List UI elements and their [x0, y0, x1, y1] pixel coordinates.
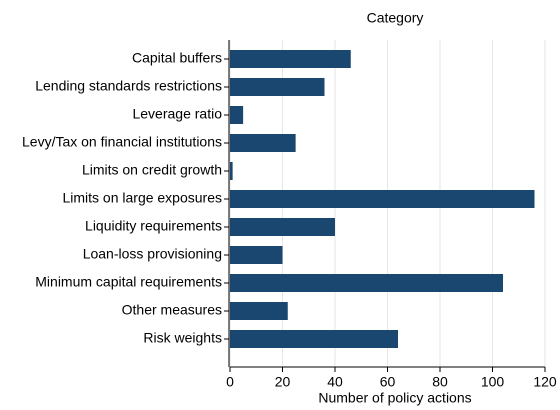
x-tick-label: 0	[226, 374, 234, 390]
y-tick-label: Other measures	[122, 302, 222, 318]
x-tick-label: 120	[533, 374, 557, 390]
y-tick-label: Risk weights	[143, 330, 222, 346]
bar	[230, 274, 503, 292]
bar	[230, 190, 535, 208]
x-tick-label: 80	[432, 374, 448, 390]
y-tick-label: Capital buffers	[132, 50, 222, 66]
y-tick-label: Leverage ratio	[132, 106, 222, 122]
bar	[230, 246, 283, 264]
bar	[230, 78, 325, 96]
bar	[230, 330, 398, 348]
bar	[230, 218, 335, 236]
x-tick-label: 100	[481, 374, 505, 390]
y-tick-label: Liquidity requirements	[85, 218, 222, 234]
bar	[230, 50, 351, 68]
bar	[230, 106, 244, 124]
y-tick-label: Limits on large exposures	[62, 190, 222, 206]
x-tick-label: 40	[327, 374, 343, 390]
y-tick-label: Minimum capital requirements	[35, 274, 222, 290]
chart-title: Category	[367, 10, 424, 26]
bar	[230, 162, 233, 180]
y-tick-label: Levy/Tax on financial institutions	[22, 134, 222, 150]
bar	[230, 134, 296, 152]
bar	[230, 302, 288, 320]
y-tick-label: Lending standards restrictions	[35, 78, 222, 94]
x-tick-label: 60	[380, 374, 396, 390]
x-axis-label: Number of policy actions	[318, 390, 471, 406]
x-tick-label: 20	[275, 374, 291, 390]
y-tick-label: Loan-loss provisioning	[83, 246, 222, 262]
y-tick-label: Limits on credit growth	[82, 162, 222, 178]
